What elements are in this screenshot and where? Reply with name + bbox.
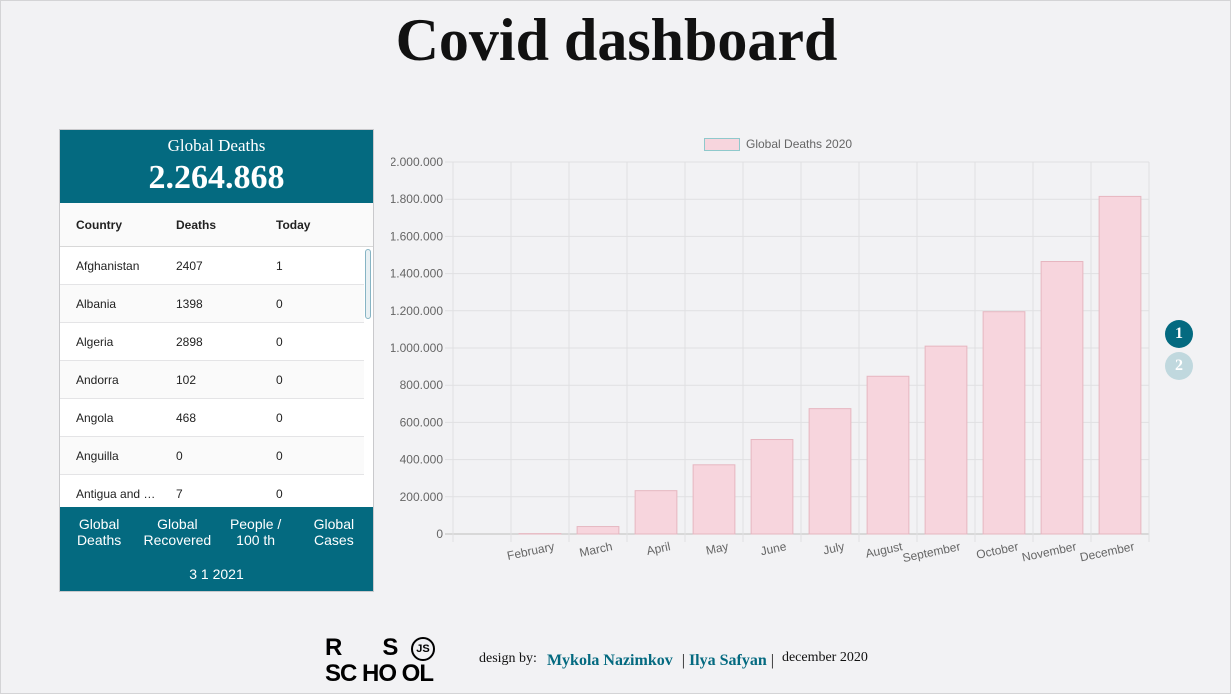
- legend-label: Global Deaths 2020: [746, 137, 853, 151]
- bar: [982, 311, 1026, 535]
- tab-global-recovered[interactable]: Global Recovered: [143, 516, 212, 548]
- x-tick-label: April: [645, 539, 671, 558]
- page-dot-2[interactable]: 2: [1165, 352, 1193, 380]
- logo-line-1: RS: [325, 634, 439, 661]
- summary-value: 2.264.868: [148, 159, 285, 196]
- design-by-label: design by:: [479, 651, 537, 666]
- stats-panel: Global Deaths 2.264.868 Country Deaths T…: [59, 129, 374, 592]
- table-row[interactable]: Angola 468 0: [60, 399, 364, 437]
- author-link-1[interactable]: Mykola Nazimkov: [546, 652, 673, 669]
- table-header: Country Deaths Today: [60, 203, 373, 247]
- x-tick-label: July: [822, 539, 846, 557]
- bar: [750, 439, 794, 535]
- column-header-deaths[interactable]: Deaths: [176, 217, 217, 232]
- x-tick-label: May: [705, 539, 730, 557]
- cell-today: 0: [276, 486, 283, 501]
- y-tick-label: 600.000: [400, 415, 444, 429]
- tab-global-deaths[interactable]: Global Deaths: [76, 516, 122, 548]
- bar: [1040, 261, 1084, 535]
- y-tick-label: 400.000: [400, 453, 444, 467]
- y-tick-label: 1.800.000: [391, 192, 443, 206]
- cell-deaths: 7: [176, 486, 183, 501]
- x-tick-label: September: [901, 539, 961, 565]
- bar: [1098, 195, 1142, 535]
- cell-today: 0: [276, 296, 283, 311]
- y-tick-label: 800.000: [400, 378, 444, 392]
- table-row[interactable]: Andorra 102 0: [60, 361, 364, 399]
- legend-swatch: [704, 137, 740, 151]
- x-tick-label: October: [975, 539, 1020, 562]
- x-tick-label: August: [864, 539, 904, 561]
- cell-deaths: 102: [176, 372, 197, 387]
- chart-legend[interactable]: Global Deaths 2020: [704, 137, 852, 151]
- bar: [634, 490, 678, 535]
- page-switcher: 1 2: [1165, 320, 1193, 384]
- cell-country: Afghanistan: [76, 258, 140, 273]
- tab-global-cases[interactable]: Global Cases: [313, 516, 355, 548]
- column-header-country[interactable]: Country: [76, 217, 122, 232]
- bar: [808, 408, 852, 535]
- country-list[interactable]: Afghanistan 2407 1 Albania 1398 0 Algeri…: [60, 247, 373, 508]
- y-tick-label: 0: [436, 527, 443, 541]
- summary-label: Global Deaths: [167, 136, 266, 155]
- data-date: 3 1 2021: [189, 566, 244, 582]
- table-row[interactable]: Albania 1398 0: [60, 285, 364, 323]
- y-tick-label: 1.600.000: [391, 229, 443, 243]
- cell-country: Antigua and Barbuda: [76, 486, 162, 501]
- bar: [924, 345, 968, 535]
- x-tick-label: December: [1079, 539, 1136, 564]
- page-dot-1[interactable]: 1: [1165, 320, 1193, 348]
- page-title: Covid dashboard: [395, 7, 838, 73]
- cell-today: 0: [276, 410, 283, 425]
- y-tick-label: 1.400.000: [391, 267, 443, 281]
- table-row[interactable]: Afghanistan 2407 1: [60, 247, 364, 285]
- footer-date: december 2020: [781, 650, 868, 665]
- x-tick-label: November: [1021, 539, 1078, 564]
- cell-deaths: 0: [176, 448, 183, 463]
- cell-country: Anguilla: [76, 448, 119, 463]
- author-separator: |: [770, 652, 774, 669]
- cell-deaths: 468: [176, 410, 197, 425]
- panel-footer: Global Deaths Global Recovered People / …: [60, 507, 373, 591]
- logo-line-2: SC HO OL: [325, 660, 434, 687]
- bar: [576, 526, 620, 535]
- bar: [866, 375, 910, 535]
- cell-country: Algeria: [76, 334, 114, 349]
- cell-today: 0: [276, 448, 283, 463]
- cell-deaths: 2898: [176, 334, 203, 349]
- y-tick-label: 2.000.000: [391, 155, 443, 169]
- list-scrollbar[interactable]: [365, 249, 371, 319]
- summary-header: Global Deaths 2.264.868: [60, 130, 373, 203]
- cell-today: 0: [276, 334, 283, 349]
- indicator-tabs: Global Deaths Global Recovered People / …: [60, 507, 373, 559]
- rs-school-logo[interactable]: RS JS SC HO OL: [323, 634, 463, 687]
- cell-country: Angola: [76, 410, 114, 425]
- author-separator: |: [681, 652, 685, 669]
- cell-today: 1: [276, 258, 283, 273]
- x-tick-label: February: [506, 539, 556, 563]
- y-tick-label: 200.000: [400, 490, 444, 504]
- column-header-today[interactable]: Today: [276, 217, 311, 232]
- table-row[interactable]: Algeria 2898 0: [60, 323, 364, 361]
- author-link-2[interactable]: Ilya Safyan: [688, 652, 767, 669]
- cell-today: 0: [276, 372, 283, 387]
- logo-js-badge: JS: [411, 637, 435, 661]
- deaths-chart: Global Deaths 2020 0 200.000 400.000 600.00…: [390, 129, 1161, 579]
- tab-people-per-100th[interactable]: People / 100 th: [229, 516, 282, 548]
- cell-deaths: 2407: [176, 258, 203, 273]
- cell-country: Albania: [76, 296, 117, 311]
- x-tick-label: June: [759, 539, 788, 558]
- x-tick-label: March: [578, 539, 614, 560]
- cell-deaths: 1398: [176, 296, 203, 311]
- bar: [692, 464, 736, 535]
- chart-canvas: 0 200.000 400.000 600.000 800.000 1.000.000 1.…: [390, 155, 1150, 565]
- table-row[interactable]: Antigua and Barbuda 7 0: [60, 475, 364, 508]
- y-tick-label: 1.200.000: [391, 304, 443, 318]
- table-row[interactable]: Anguilla 0 0: [60, 437, 364, 475]
- y-tick-label: 1.000.000: [391, 341, 443, 355]
- footer: RS JS SC HO OL design by: Mykola Nazimko…: [323, 634, 868, 687]
- cell-country: Andorra: [76, 372, 119, 387]
